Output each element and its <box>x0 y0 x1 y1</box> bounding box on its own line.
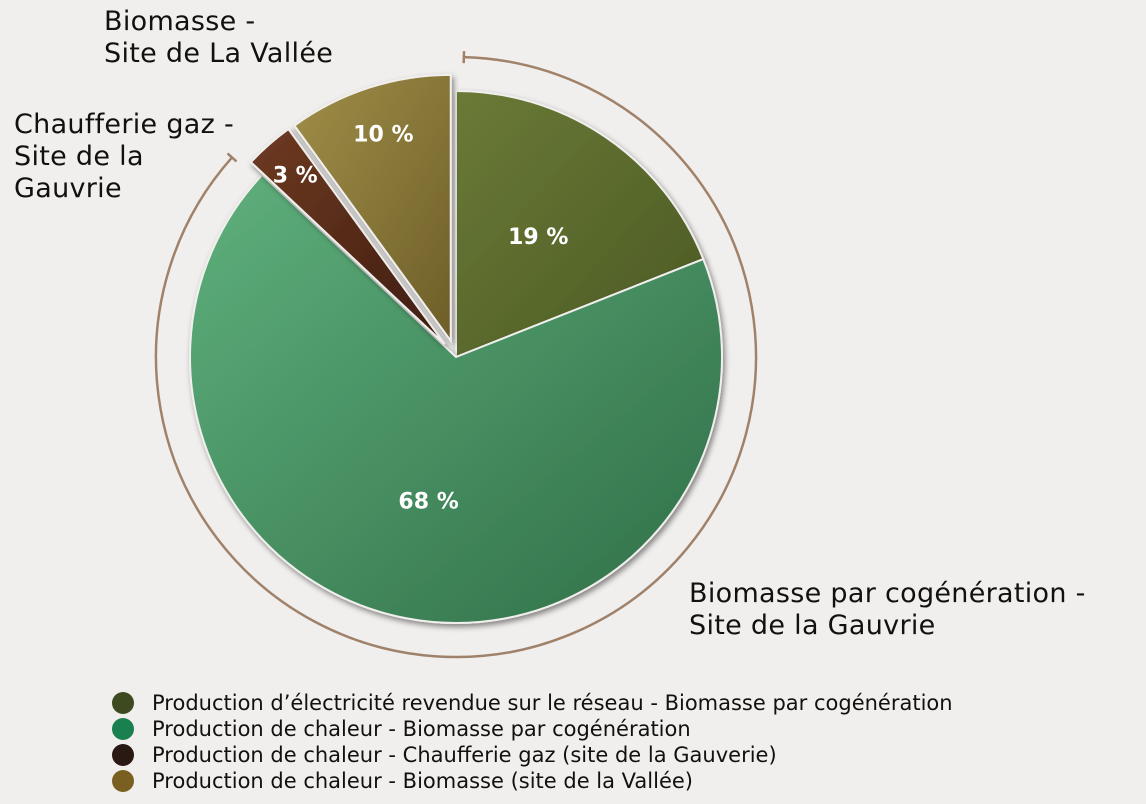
slice-label: 10 % <box>353 122 413 147</box>
legend-item: Production de chaleur - Biomasse (site d… <box>112 768 953 794</box>
legend-swatch <box>112 692 134 714</box>
legend-swatch <box>112 770 134 792</box>
pie-slices <box>189 73 723 624</box>
pie-slice <box>455 89 705 359</box>
legend-label: Production de chaleur - Biomasse par cog… <box>152 717 691 741</box>
slice-labels: 19 % 68 % 3 % 10 % <box>273 122 569 514</box>
legend: Production d’électricité revendue sur le… <box>112 690 953 794</box>
pie-slice <box>292 73 452 344</box>
callout-vallee: Biomasse - Site de La Vallée <box>104 6 334 69</box>
slice-label: 3 % <box>273 164 318 189</box>
bracket-arc <box>154 55 758 659</box>
legend-swatch <box>112 718 134 740</box>
legend-item: Production de chaleur - Biomasse par cog… <box>112 716 953 742</box>
pie-slice <box>249 127 446 345</box>
bracket-arcs <box>154 51 758 659</box>
pie-slice <box>189 173 723 624</box>
legend-item: Production d’électricité revendue sur le… <box>112 690 953 716</box>
legend-label: Production d’électricité revendue sur le… <box>152 691 953 715</box>
legend-swatch <box>112 744 134 766</box>
legend-label: Production de chaleur - Biomasse (site d… <box>152 769 693 793</box>
callout-cogeneration: Biomasse par cogénération - Site de la G… <box>689 578 1086 641</box>
legend-item: Production de chaleur - Chaufferie gaz (… <box>112 742 953 768</box>
callout-gaz: Chaufferie gaz - Site de la Gauvrie <box>14 109 235 204</box>
bracket-arc-end <box>226 152 238 163</box>
slice-label: 68 % <box>398 490 458 515</box>
slice-label: 19 % <box>508 225 568 250</box>
legend-label: Production de chaleur - Chaufferie gaz (… <box>152 743 777 767</box>
